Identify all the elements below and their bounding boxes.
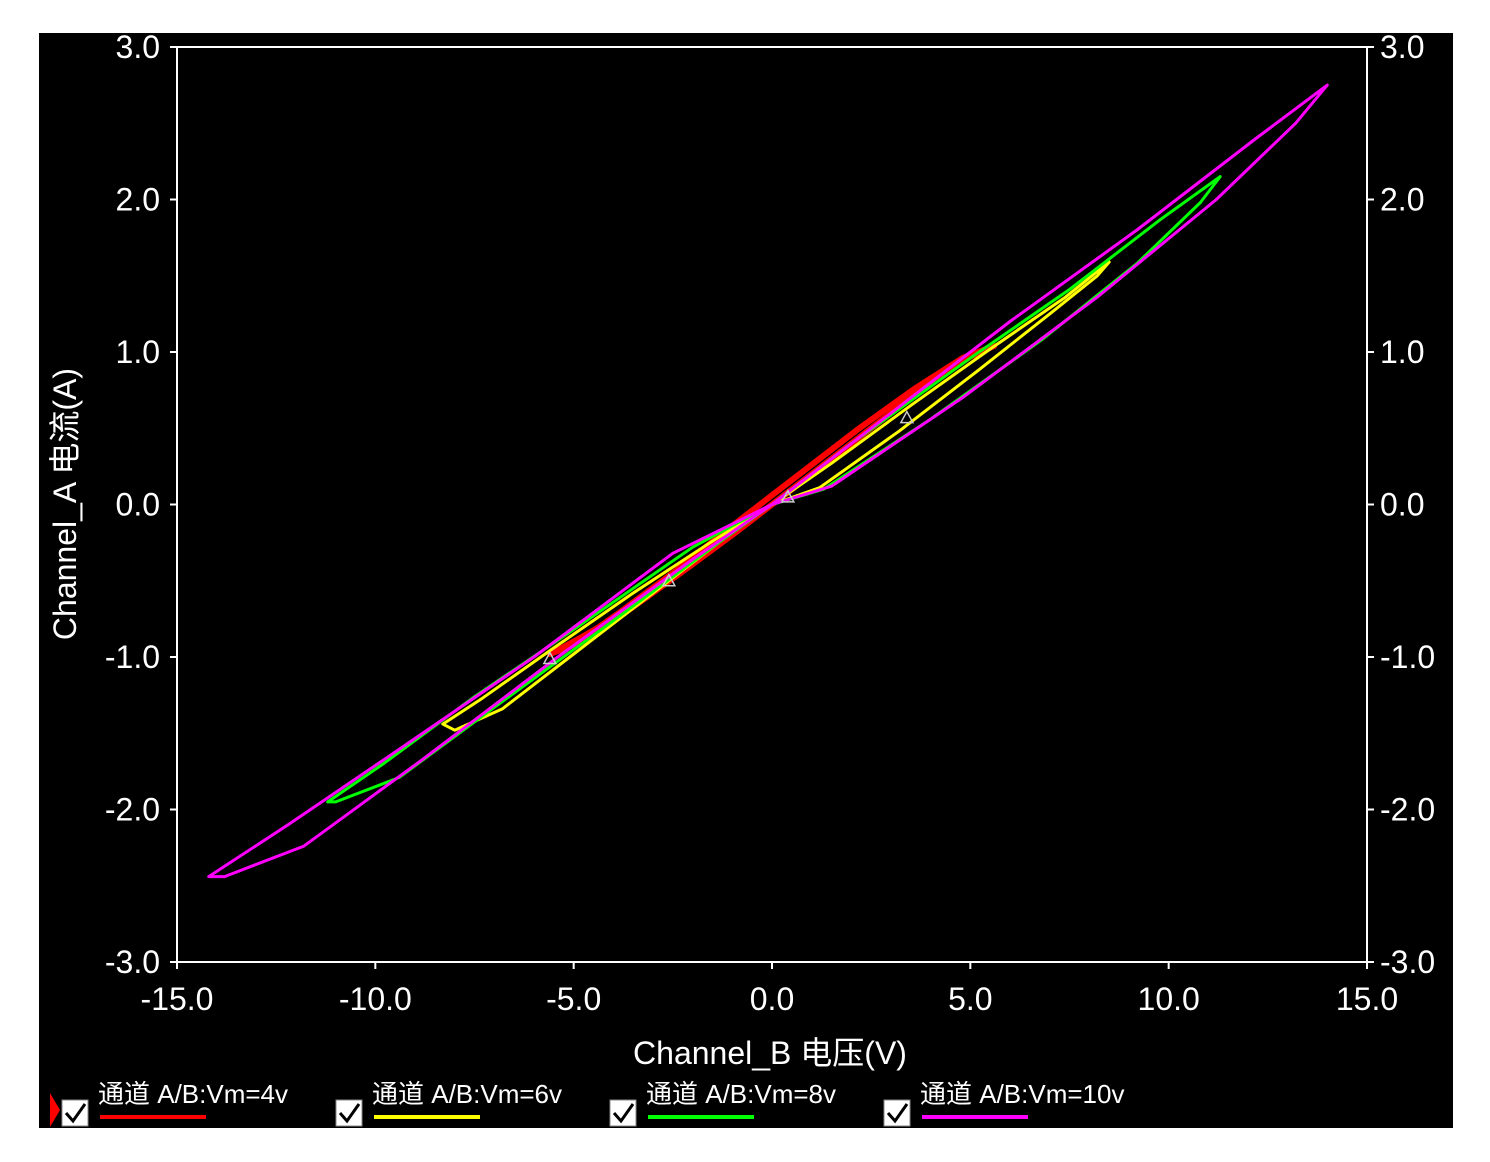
x-tick-label: -15.0 xyxy=(141,981,214,1017)
cursor-marker xyxy=(899,410,915,424)
series-loop-2 xyxy=(441,260,1111,732)
axis-layer: -15.0 -10.0 -5.0 0.0 5.0 10.0 15.0 3.0 3.0 2.0 2.0… xyxy=(105,29,1435,1017)
y-tick-label-left: 1.0 xyxy=(116,334,160,370)
cursor-marker xyxy=(542,650,558,665)
legend-entry-4[interactable]: 通道 A/B:Vm=10v xyxy=(883,1079,1124,1127)
x-tick-label: 5.0 xyxy=(948,981,992,1017)
y-axis-title: Channel_A 电流(A) xyxy=(47,368,83,640)
legend-entry-1[interactable]: 通道 A/B:Vm=4v xyxy=(61,1079,288,1127)
x-tick-label: -5.0 xyxy=(546,981,601,1017)
cursor-marker xyxy=(780,489,796,503)
checkmark-icon xyxy=(886,1103,909,1124)
legend-entry-3[interactable]: 通道 A/B:Vm=8v xyxy=(609,1079,836,1127)
checkmark-icon xyxy=(338,1103,361,1124)
x-tick-label: 15.0 xyxy=(1336,981,1398,1017)
marker-layer xyxy=(542,410,915,665)
y-tick-label-left: 2.0 xyxy=(116,182,160,218)
x-tick-label: 0.0 xyxy=(750,981,794,1017)
x-tick-label: -10.0 xyxy=(339,981,412,1017)
y-tick-label-left: 0.0 xyxy=(116,487,160,523)
checkmark-icon xyxy=(612,1103,635,1124)
y-tick-label-left: 3.0 xyxy=(116,29,160,65)
chart-background xyxy=(39,33,1453,1128)
series-loop-4 xyxy=(207,83,1329,879)
cursor-marker xyxy=(661,573,677,587)
y-tick-label-right: -1.0 xyxy=(1380,639,1435,675)
y-tick-label-right: 3.0 xyxy=(1380,29,1424,65)
legend-label: 通道 A/B:Vm=8v xyxy=(646,1079,836,1109)
legend: 通道 A/B:Vm=4v 通道 A/B:Vm=6v 通道 A/B:Vm=8v 通道 A… xyxy=(50,1079,1124,1127)
y-tick-label-right: 1.0 xyxy=(1380,334,1424,370)
checkmark-icon xyxy=(64,1103,87,1124)
y-tick-label-right: -3.0 xyxy=(1380,944,1435,980)
legend-label: 通道 A/B:Vm=10v xyxy=(920,1079,1124,1109)
x-axis-title: Channel_B 电压(V) xyxy=(633,1035,907,1071)
y-tick-label-right: 2.0 xyxy=(1380,182,1424,218)
legend-scroll-arrow-icon[interactable] xyxy=(50,1093,60,1127)
legend-label: 通道 A/B:Vm=6v xyxy=(372,1079,562,1109)
x-tick-label: 10.0 xyxy=(1138,981,1200,1017)
legend-label: 通道 A/B:Vm=4v xyxy=(98,1079,288,1109)
legend-entry-2[interactable]: 通道 A/B:Vm=6v xyxy=(335,1079,562,1127)
y-tick-label-left: -1.0 xyxy=(105,639,160,675)
y-tick-label-left: -3.0 xyxy=(105,944,160,980)
y-tick-label-left: -2.0 xyxy=(105,792,160,828)
y-tick-label-right: -2.0 xyxy=(1380,792,1435,828)
y-tick-label-right: 0.0 xyxy=(1380,487,1424,523)
